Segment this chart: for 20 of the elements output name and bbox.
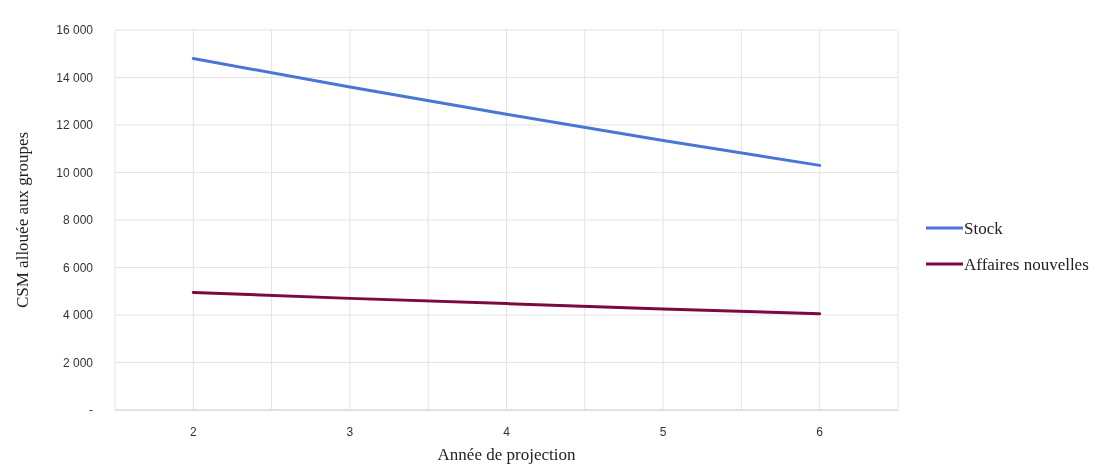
line-series	[191, 57, 822, 167]
y-tick-label: 10 000	[56, 165, 94, 180]
y-tick-label: -	[89, 403, 93, 418]
y-tick-label: 6 000	[62, 260, 94, 275]
y-axis-title: CSM allouée aux groupes	[13, 131, 32, 309]
y-tick-label: 2 000	[62, 355, 94, 370]
x-tick-label: 3	[346, 425, 354, 439]
x-tick-label: 2	[189, 425, 197, 439]
x-tick-label: 4	[503, 425, 511, 439]
x-axis-title: Année de projection	[437, 445, 576, 464]
y-tick-label: 12 000	[56, 118, 94, 133]
legend-label: Affaires nouvelles	[964, 254, 1089, 274]
x-tick-label: 6	[816, 425, 824, 439]
y-tick-label: 14 000	[56, 70, 94, 85]
x-tick-label: 5	[659, 425, 667, 439]
legend-label: Stock	[964, 218, 1004, 238]
y-tick-label: 8 000	[62, 213, 94, 228]
y-tick-label: 4 000	[62, 308, 94, 323]
line-series	[191, 290, 822, 316]
y-tick-label: 16 000	[56, 23, 94, 38]
